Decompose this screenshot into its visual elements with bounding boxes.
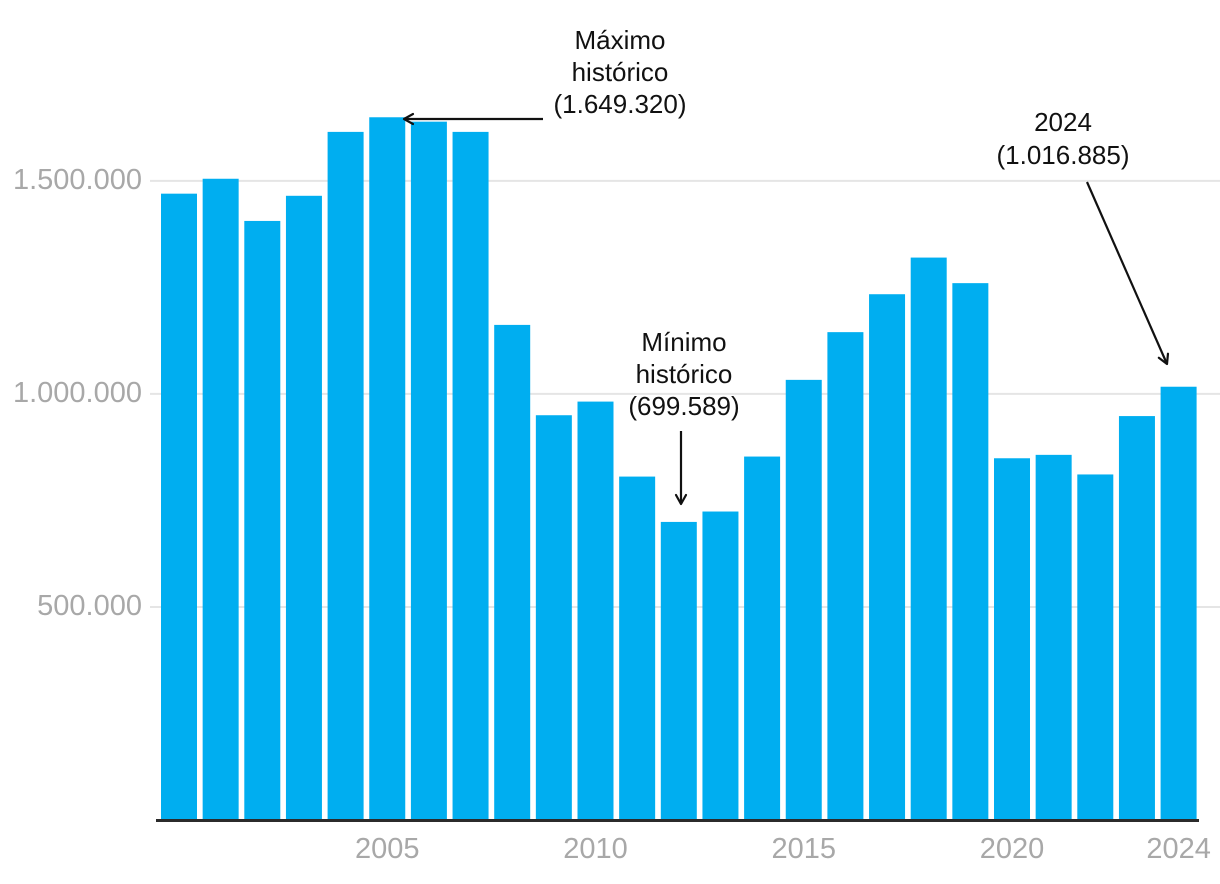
bar-2010 <box>577 401 614 820</box>
bar-2017 <box>869 294 906 820</box>
annotation-minimo-historico: Mínimo histórico (699.589) <box>584 326 784 422</box>
annotation-2024: 2024 (1.016.885) <box>963 106 1163 172</box>
annotation-line: Máximo <box>574 25 666 55</box>
bar-2020 <box>994 458 1030 820</box>
bar-2022 <box>1077 474 1114 820</box>
annotation-maximo-historico: Máximo histórico (1.649.320) <box>520 24 720 120</box>
annotation-arrow-y2024 <box>1085 181 1170 366</box>
bar-2005 <box>369 117 406 821</box>
annotation-line: (1.649.320) <box>553 89 687 119</box>
annotation-line: 2024 <box>1034 107 1092 137</box>
y-axis-label-500.000: 500.000 <box>37 589 142 622</box>
bar-2007 <box>452 131 489 820</box>
x-axis-label-2020: 2020 <box>979 833 1045 865</box>
annotation-line: Mínimo <box>641 327 727 357</box>
bar-2024 <box>1160 386 1197 820</box>
x-axis-label-2024: 2024 <box>1146 833 1211 865</box>
annotation-line: histórico <box>571 57 669 87</box>
bar-2021 <box>1035 454 1072 820</box>
x-axis-line <box>156 819 1199 822</box>
bar-2015 <box>785 379 822 820</box>
x-axis-label-2010: 2010 <box>563 833 628 865</box>
bar-2008 <box>494 324 531 820</box>
bar-2000 <box>161 193 197 820</box>
bar-2016 <box>827 332 864 820</box>
bar-2011 <box>619 476 656 820</box>
annotation-line: (1.016.885) <box>996 140 1130 170</box>
bar-2019 <box>952 283 989 821</box>
y-axis-label-1.500.000: 1.500.000 <box>12 163 142 196</box>
annotation-line: (699.589) <box>628 391 740 421</box>
bar-2003 <box>285 195 322 820</box>
bar-2006 <box>410 121 447 821</box>
annotation-line: histórico <box>635 359 733 389</box>
x-axis-label-2005: 2005 <box>354 833 420 865</box>
bar-2002 <box>244 220 281 820</box>
bar-2014 <box>744 456 781 820</box>
x-axis-label-2015: 2015 <box>771 833 836 865</box>
bar-2013 <box>702 511 739 820</box>
bar-2018 <box>910 257 947 820</box>
bar-2012 <box>660 521 697 820</box>
y-axis-label-1.000.000: 1.000.000 <box>12 376 142 409</box>
bar-2001 <box>202 178 239 820</box>
bar-2023 <box>1118 416 1155 820</box>
bar-2004 <box>327 131 364 820</box>
bar-2009 <box>535 415 572 820</box>
